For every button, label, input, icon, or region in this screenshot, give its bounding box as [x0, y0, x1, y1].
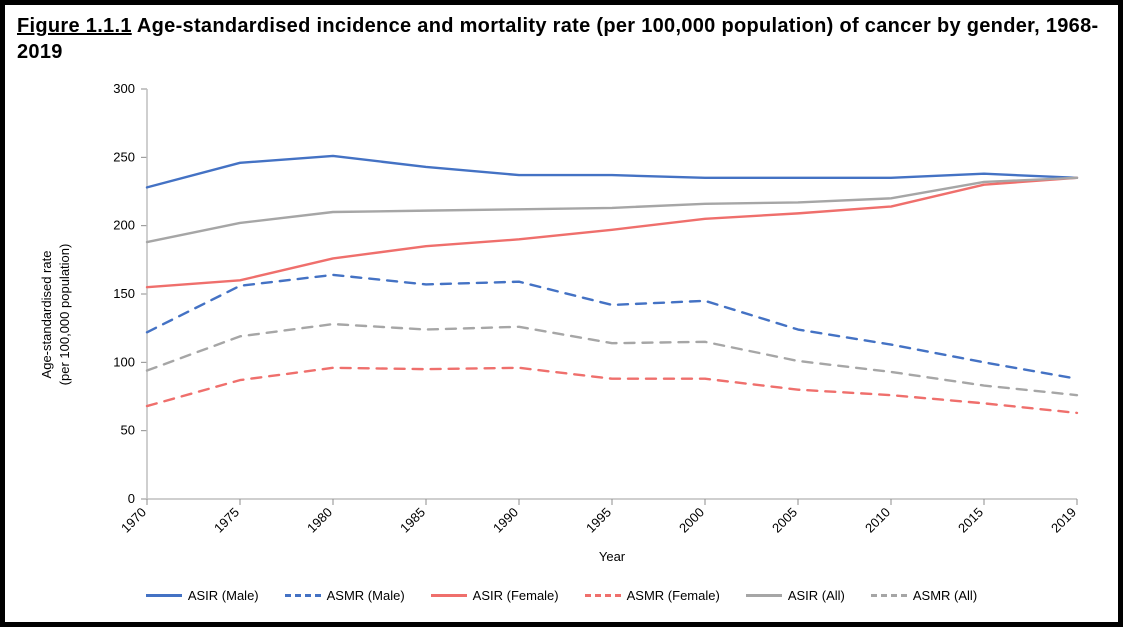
svg-text:0: 0 [128, 491, 135, 506]
svg-text:2005: 2005 [769, 505, 800, 536]
svg-text:300: 300 [113, 81, 135, 96]
svg-text:1975: 1975 [211, 505, 242, 536]
svg-text:2015: 2015 [955, 505, 986, 536]
legend-swatch [146, 594, 182, 597]
legend-swatch [871, 594, 907, 597]
svg-text:1995: 1995 [583, 505, 614, 536]
line-chart: 0 50 100 150 200 250 300 1970 1975 1980 1985 1990 19… [17, 69, 1107, 609]
legend-item: ASMR (All) [871, 588, 977, 603]
legend-item: ASIR (Female) [431, 588, 559, 603]
legend-label: ASMR (All) [913, 588, 977, 603]
legend-swatch [285, 594, 321, 597]
svg-text:250: 250 [113, 149, 135, 164]
series-asmr-all- [147, 324, 1077, 395]
chart-area: 0 50 100 150 200 250 300 1970 1975 1980 1985 1990 19… [17, 69, 1106, 609]
legend-swatch [746, 594, 782, 597]
legend-label: ASMR (Male) [327, 588, 405, 603]
legend-label: ASIR (All) [788, 588, 845, 603]
svg-text:150: 150 [113, 286, 135, 301]
svg-text:Year: Year [599, 549, 626, 564]
legend-item: ASMR (Male) [285, 588, 405, 603]
svg-text:2000: 2000 [676, 505, 707, 536]
legend-item: ASIR (Male) [146, 588, 259, 603]
legend: ASIR (Male) ASMR (Male) ASIR (Female) ASMR … [17, 588, 1106, 603]
legend-label: ASIR (Male) [188, 588, 259, 603]
figure-number: Figure 1.1.1 [17, 15, 132, 37]
svg-text:Age-standardised rate: Age-standardised rate [39, 251, 54, 379]
svg-text:2019: 2019 [1048, 505, 1079, 536]
svg-text:50: 50 [121, 423, 135, 438]
svg-text:100: 100 [113, 354, 135, 369]
legend-item: ASMR (Female) [585, 588, 720, 603]
series-asir-all- [147, 178, 1077, 242]
svg-text:2010: 2010 [862, 505, 893, 536]
figure-title-text: Age-standardised incidence and mortality… [17, 15, 1098, 63]
series-asir-female- [147, 178, 1077, 287]
svg-text:1980: 1980 [304, 505, 335, 536]
legend-label: ASMR (Female) [627, 588, 720, 603]
legend-label: ASIR (Female) [473, 588, 559, 603]
legend-swatch [431, 594, 467, 597]
svg-text:(per 100,000 population): (per 100,000 population) [57, 244, 72, 386]
svg-text:1990: 1990 [490, 505, 521, 536]
svg-text:200: 200 [113, 218, 135, 233]
figure-title: Figure 1.1.1 Age-standardised incidence … [17, 13, 1106, 65]
legend-swatch [585, 594, 621, 597]
figure-frame: Figure 1.1.1 Age-standardised incidence … [0, 0, 1123, 627]
svg-text:1985: 1985 [397, 505, 428, 536]
series-asmr-female- [147, 368, 1077, 413]
series-asir-male- [147, 156, 1077, 187]
series-asmr-male- [147, 275, 1077, 379]
svg-text:1970: 1970 [118, 505, 149, 536]
legend-item: ASIR (All) [746, 588, 845, 603]
